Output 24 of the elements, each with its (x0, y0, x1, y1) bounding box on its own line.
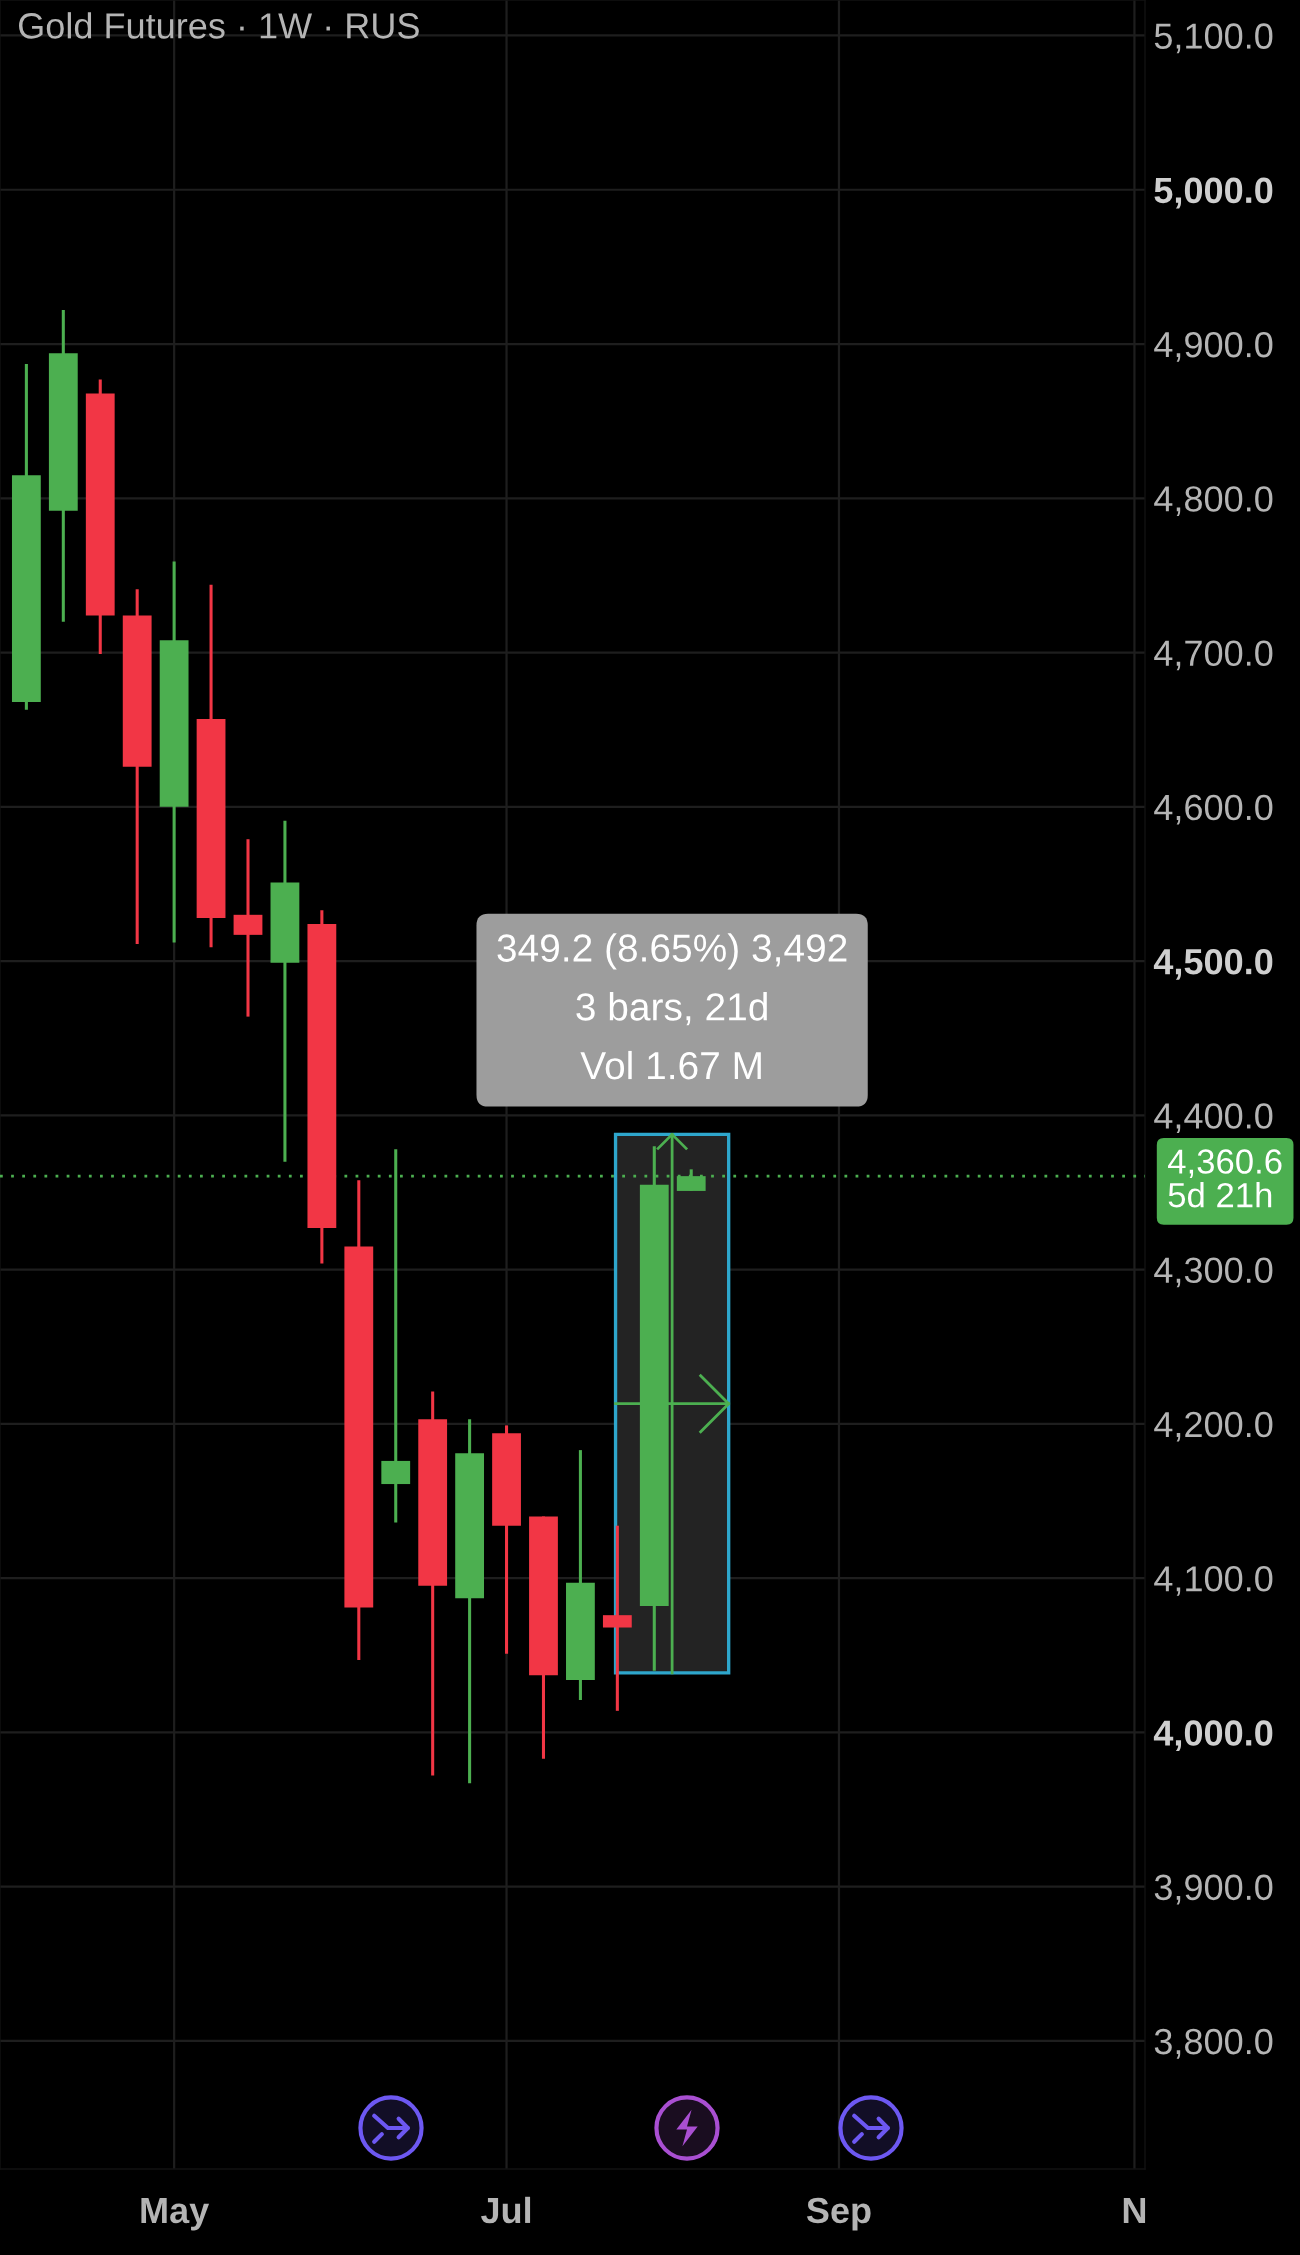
candlestick (381, 1149, 411, 1523)
y-tick-label: 4,100.0 (1154, 1566, 1273, 1596)
chart-title: Gold Futures · 1W · RUS (18, 12, 419, 39)
y-tick-label: 4,600.0 (1154, 794, 1273, 825)
y-tick-label: 4,200.0 (1154, 1411, 1273, 1442)
y-tick-label: 4,900.0 (1154, 331, 1273, 362)
y-tick-label: 5,100.0 (1154, 23, 1273, 54)
annotation: 349.2 (8.65%) 3,492 3 bars, 21d Vol 1.67 M (497, 933, 847, 1080)
y-tick-label: 4,000.0 (1153, 1720, 1273, 1752)
y-tick-label: 4,400.0 (1154, 1103, 1273, 1134)
x-tick-label: May (141, 2198, 210, 2231)
y-tick-label: 4,300.0 (1154, 1257, 1273, 1288)
x-tick-label: Sep (806, 2197, 871, 2231)
y-tick-label: 4,500.0 (1153, 948, 1273, 980)
y-tick-label: 4,700.0 (1154, 640, 1273, 671)
x-tick-label: N (1123, 2198, 1146, 2223)
y-tick-label: 3,900.0 (1154, 1874, 1273, 1905)
candlestick (602, 1525, 632, 1711)
x-tick-label: Jul (481, 2196, 531, 2224)
ref-line-label: 4,360.6 5d 21h (1168, 1149, 1282, 1208)
y-tick-label: 5,000.0 (1154, 177, 1273, 209)
y-tick-label: 4,800.0 (1154, 486, 1273, 516)
y-tick-label: 3,800.0 (1154, 2028, 1273, 2059)
candlestick (233, 839, 263, 1017)
